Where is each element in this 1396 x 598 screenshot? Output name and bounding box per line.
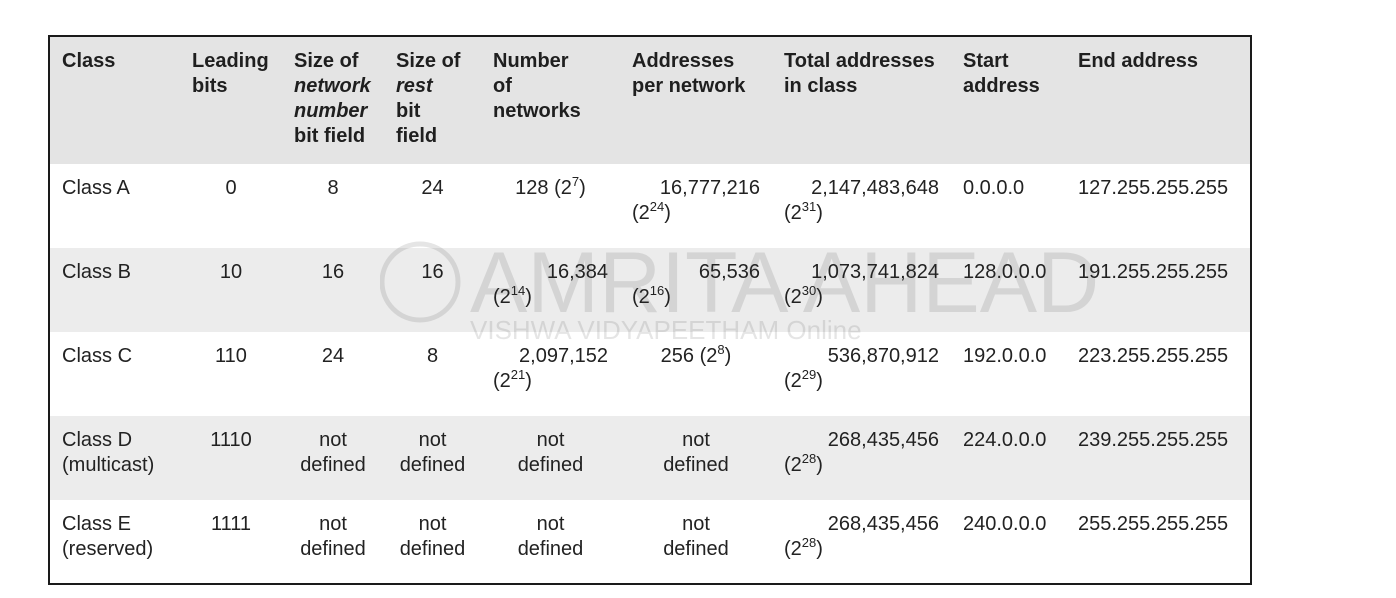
cell-end: 191.255.255.255: [1078, 261, 1229, 283]
column-header-leading-bits: Leading bits: [192, 50, 269, 97]
column-header-rest-field: Size of rest bit field: [396, 50, 461, 147]
cell-exponent: (229): [784, 367, 823, 392]
table-row: Class A 0 8 24 128 (27) 16,777,216 (224) 2,147,…: [50, 164, 1250, 248]
column-header-end: End address: [1078, 50, 1199, 72]
cell-total-addr: 268,435,456 (228): [772, 500, 951, 583]
cell-total-addr: 536,870,912 (229): [772, 332, 951, 416]
cell-leading-bits: 0: [225, 177, 237, 199]
cell-start: 192.0.0.0: [963, 345, 1047, 367]
ip-address-class-table: Class Leading bits Size of network number …: [50, 37, 1250, 583]
column-header-addr-per-net: Addresses per network: [632, 50, 746, 97]
cell-addr-per-net: not defined: [663, 513, 729, 560]
column-header-total-addr: Total addresses in class: [784, 50, 935, 97]
cell-rest-field: not defined: [399, 429, 466, 476]
cell-value: 65,536: [698, 261, 760, 283]
cell-exponent: (28): [699, 342, 732, 367]
column-header-networks: Number of networks: [493, 50, 581, 122]
cell-start: 128.0.0.0: [963, 261, 1047, 283]
table-row: Class B 10 16 16 16,384 (214) 65,536 (216) 1,073…: [50, 248, 1250, 332]
column-header-class: Class: [62, 50, 116, 72]
cell-value: 1,073,741,824: [811, 261, 939, 283]
cell-value: 2,147,483,648: [811, 177, 939, 199]
cell-networks: 16,384 (214): [481, 248, 620, 332]
column-header-network-field: Size of network number bit field: [294, 50, 371, 147]
cell-networks: 128 (27): [481, 164, 620, 248]
cell-network-field: 8: [327, 177, 339, 199]
cell-rest-field: 16: [421, 261, 444, 283]
cell-exponent: (216): [632, 283, 671, 308]
cell-class: Class B: [62, 261, 131, 283]
ip-address-class-table-frame: AMRITA AHEAD VISHWA VIDYAPEETHAM Online …: [48, 35, 1252, 585]
cell-value: 2,097,152: [519, 345, 608, 367]
table-row: Class E (reserved) 1111 not defined not def…: [50, 500, 1250, 583]
cell-value: 16,777,216: [659, 177, 760, 199]
cell-exponent: (228): [784, 451, 823, 476]
column-header-start: Start address: [963, 50, 1040, 97]
cell-leading-bits: 1110: [210, 429, 252, 451]
cell-exponent: (214): [493, 283, 532, 308]
cell-exponent: (221): [493, 367, 532, 392]
table-body: Class A 0 8 24 128 (27) 16,777,216 (224) 2,147,…: [50, 164, 1250, 583]
cell-network-field: not defined: [300, 513, 366, 560]
table-row: Class C 110 24 8 2,097,152 (221) 256 (28) 536,8…: [50, 332, 1250, 416]
cell-start: 224.0.0.0: [963, 429, 1047, 451]
cell-networks: not defined: [517, 513, 584, 560]
cell-start: 240.0.0.0: [963, 513, 1047, 535]
cell-addr-per-net: not defined: [663, 429, 729, 476]
cell-network-field: not defined: [300, 429, 366, 476]
cell-value: 268,435,456: [827, 513, 939, 535]
cell-value: 16,384: [546, 261, 608, 283]
cell-total-addr: 268,435,456 (228): [772, 416, 951, 500]
cell-network-field: 16: [321, 261, 345, 283]
cell-exponent: (231): [784, 199, 823, 224]
cell-end: 239.255.255.255: [1078, 429, 1229, 451]
cell-networks: not defined: [517, 429, 584, 476]
cell-class: Class C: [62, 345, 133, 367]
cell-total-addr: 1,073,741,824 (230): [772, 248, 951, 332]
cell-class: Class D (multicast): [62, 429, 155, 476]
cell-value: 268,435,456: [827, 429, 939, 451]
cell-end: 255.255.255.255: [1078, 513, 1229, 535]
cell-exponent: (27): [554, 174, 586, 199]
cell-end: 223.255.255.255: [1078, 345, 1229, 367]
cell-addr-per-net: 65,536 (216): [620, 248, 772, 332]
cell-networks: 2,097,152 (221): [481, 332, 620, 416]
cell-end: 127.255.255.255: [1078, 177, 1229, 199]
cell-rest-field: 8: [426, 345, 439, 367]
cell-exponent: (230): [784, 283, 823, 308]
table-header-row: Class Leading bits Size of network number …: [50, 37, 1250, 164]
cell-value: 128: [515, 177, 549, 199]
cell-value: 256: [660, 345, 695, 367]
cell-addr-per-net: 256 (28): [620, 332, 772, 416]
cell-network-field: 24: [321, 345, 345, 367]
cell-value: 536,870,912: [827, 345, 939, 367]
cell-rest-field: 24: [421, 177, 444, 199]
table-row: Class D (multicast) 1110 not defined not de…: [50, 416, 1250, 500]
cell-leading-bits: 1111: [210, 513, 252, 535]
cell-class: Class A: [62, 177, 130, 199]
cell-total-addr: 2,147,483,648 (231): [772, 164, 951, 248]
cell-rest-field: not defined: [399, 513, 466, 560]
cell-exponent: (228): [784, 535, 823, 560]
cell-addr-per-net: 16,777,216 (224): [620, 164, 772, 248]
cell-leading-bits: 110: [215, 345, 247, 367]
cell-leading-bits: 10: [219, 261, 243, 283]
cell-class: Class E (reserved): [62, 513, 154, 560]
cell-exponent: (224): [632, 199, 671, 224]
cell-start: 0.0.0.0: [963, 177, 1025, 199]
